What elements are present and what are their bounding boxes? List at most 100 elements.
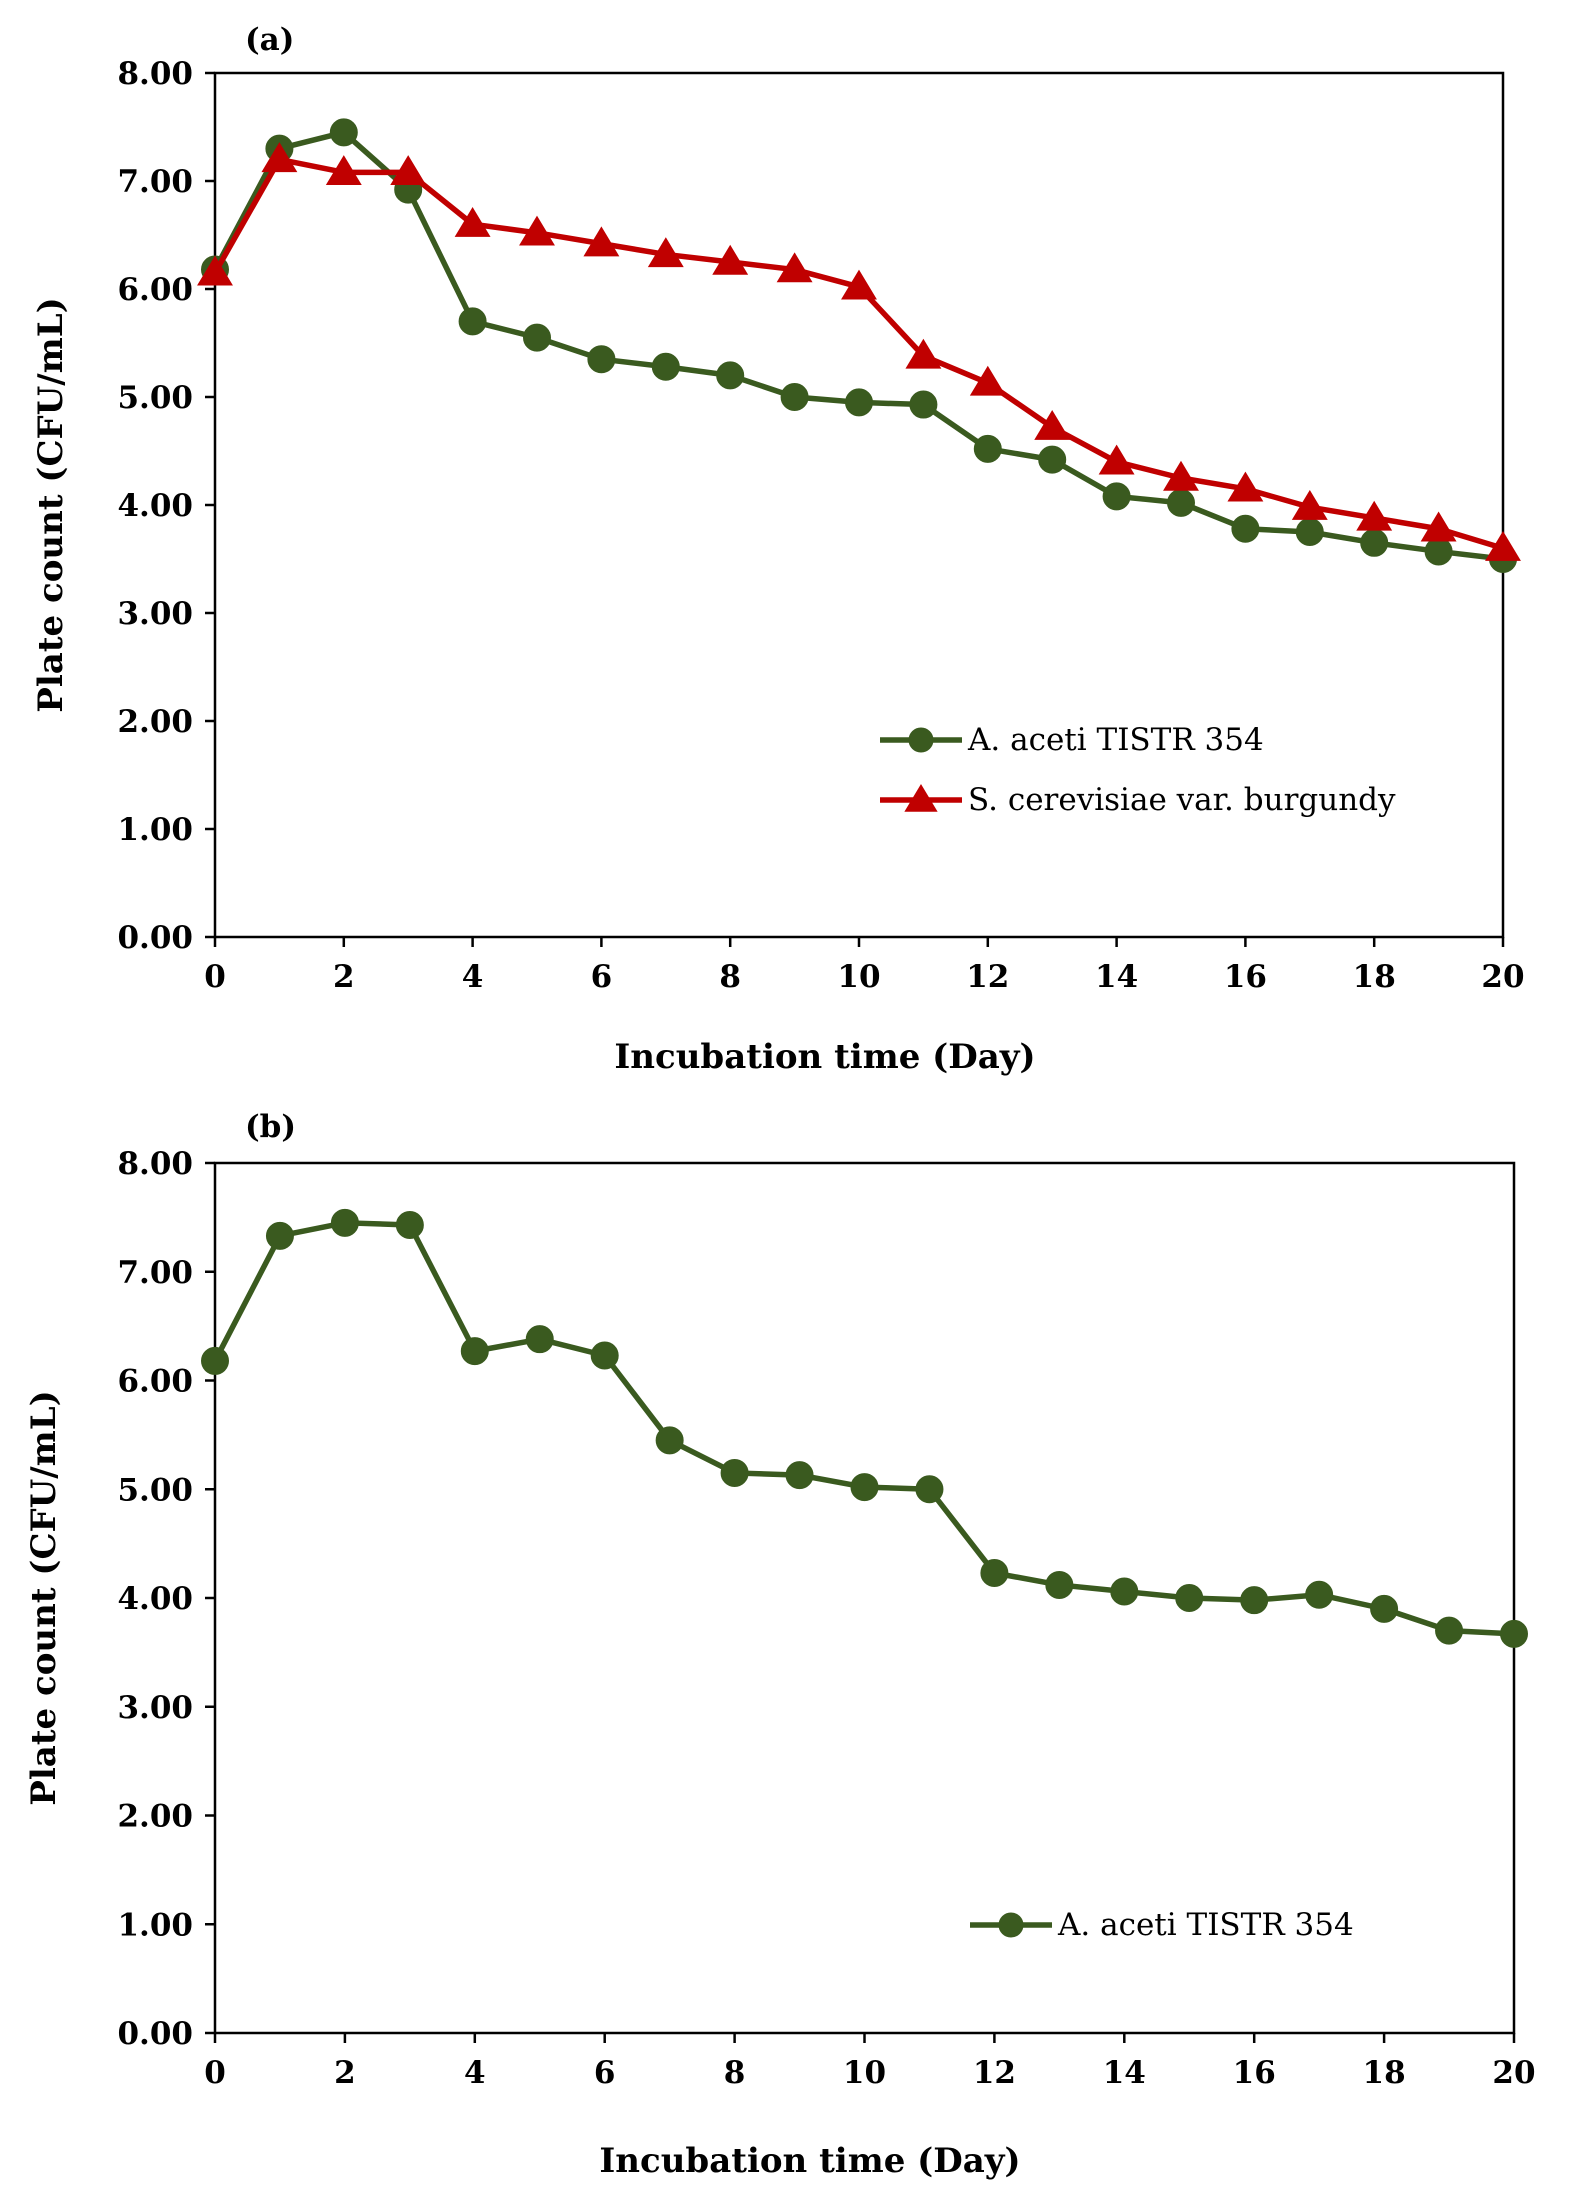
data-point xyxy=(845,388,873,417)
legend-label: A. aceti TISTR 354 xyxy=(967,722,1264,758)
y-tick-label: 5.00 xyxy=(117,380,193,416)
data-point xyxy=(325,155,362,186)
panel-label: (b) xyxy=(245,1109,296,1145)
data-point xyxy=(590,1341,619,1370)
data-point xyxy=(909,390,938,419)
data-point xyxy=(1420,511,1457,542)
y-tick-label: 8.00 xyxy=(117,1146,193,1182)
x-tick-label: 6 xyxy=(591,959,613,995)
x-tick-label: 4 xyxy=(464,2055,486,2091)
data-point xyxy=(454,206,491,237)
x-tick-label: 6 xyxy=(594,2055,616,2091)
y-tick-label: 1.00 xyxy=(117,1907,193,1943)
y-tick-label: 3.00 xyxy=(117,596,193,632)
series-s-cerevisiae-var-burgundy xyxy=(197,142,1521,561)
data-point xyxy=(973,434,1002,463)
x-tick-label: 2 xyxy=(333,959,355,995)
series-a-aceti-tistr-354 xyxy=(201,118,1517,573)
data-point xyxy=(841,269,877,300)
series-line xyxy=(212,1220,1515,1637)
data-point xyxy=(390,155,427,186)
data-point xyxy=(525,1325,554,1354)
data-point xyxy=(1305,1580,1334,1609)
x-tick-label: 12 xyxy=(966,959,1009,995)
x-tick-label: 20 xyxy=(1481,959,1524,995)
data-point xyxy=(519,215,555,246)
y-tick-label: 2.00 xyxy=(117,704,193,740)
data-point xyxy=(1240,1586,1269,1615)
y-tick-label: 4.00 xyxy=(117,488,193,524)
x-tick-label: 18 xyxy=(1353,959,1396,995)
data-point xyxy=(523,323,551,352)
legend-entry: A. aceti TISTR 354 xyxy=(970,1907,1354,1943)
legend-marker xyxy=(998,1912,1024,1938)
data-point xyxy=(1110,1577,1139,1606)
data-point xyxy=(1435,1616,1464,1645)
y-tick-label: 5.00 xyxy=(117,1472,193,1508)
data-point xyxy=(655,1426,684,1455)
data-point xyxy=(780,383,809,411)
y-tick-label: 7.00 xyxy=(117,164,193,200)
series-a-aceti-tistr-354 xyxy=(201,1208,1528,1648)
x-tick-label: 20 xyxy=(1492,2055,1535,2091)
data-point xyxy=(1370,1594,1399,1623)
data-point xyxy=(716,361,745,390)
data-point xyxy=(329,118,358,147)
data-point xyxy=(1045,1570,1074,1599)
data-point xyxy=(330,1208,359,1237)
data-point xyxy=(1163,460,1199,491)
data-point xyxy=(1356,500,1393,531)
y-axis-title: Plate count (CFU/mL) xyxy=(24,1390,64,1805)
data-point xyxy=(969,365,1006,396)
x-tick-label: 14 xyxy=(1095,959,1138,995)
data-point xyxy=(1098,444,1135,475)
data-point xyxy=(850,1473,879,1502)
data-point xyxy=(712,244,749,275)
data-point xyxy=(1167,488,1195,517)
y-tick-label: 7.00 xyxy=(117,1255,193,1291)
data-point xyxy=(1295,518,1324,546)
y-tick-label: 4.00 xyxy=(117,1581,193,1617)
y-tick-label: 6.00 xyxy=(117,272,193,308)
x-tick-label: 12 xyxy=(973,2055,1016,2091)
data-point xyxy=(1038,445,1067,474)
data-point xyxy=(647,237,684,268)
y-tick-label: 2.00 xyxy=(117,1799,193,1835)
y-tick-label: 3.00 xyxy=(117,1690,193,1726)
data-point xyxy=(587,345,616,374)
data-point xyxy=(1424,537,1453,566)
chart-panel-b: 0.00 1.00 2.00 3.00 4.00 5.00 6.00 7.00 8.00 0 2 4 6… xyxy=(24,1109,1536,2181)
data-point xyxy=(980,1558,1009,1587)
data-point xyxy=(1034,410,1071,440)
x-tick-label: 10 xyxy=(837,959,880,995)
data-point xyxy=(201,1346,229,1375)
y-tick-label: 6.00 xyxy=(117,1364,193,1400)
legend-entry: A. aceti TISTR 354 xyxy=(880,722,1264,758)
data-point xyxy=(905,338,942,369)
legend-label: A. aceti TISTR 354 xyxy=(1057,1907,1354,1943)
data-point xyxy=(197,255,233,286)
data-point xyxy=(1291,489,1328,520)
data-point xyxy=(1227,471,1264,502)
y-tick-label: 8.00 xyxy=(117,56,193,92)
data-point xyxy=(1231,514,1260,543)
data-point xyxy=(1500,1619,1528,1648)
y-tick-label: 0.00 xyxy=(117,920,193,956)
legend-label: S. cerevisiae var. burgundy xyxy=(968,782,1396,818)
legend-marker xyxy=(908,727,934,753)
data-point xyxy=(1102,482,1131,511)
data-point xyxy=(1485,530,1521,561)
data-point xyxy=(776,252,813,283)
x-tick-label: 0 xyxy=(204,959,226,995)
x-tick-label: 8 xyxy=(724,2055,746,2091)
x-tick-label: 14 xyxy=(1103,2055,1146,2091)
data-point xyxy=(915,1475,944,1504)
legend-entry: S. cerevisiae var. burgundy xyxy=(880,782,1396,818)
data-point xyxy=(265,1221,294,1250)
data-point xyxy=(395,1210,424,1239)
y-tick-label: 0.00 xyxy=(117,2016,193,2052)
x-tick-label: 8 xyxy=(719,959,741,995)
data-point xyxy=(458,307,487,336)
x-tick-label: 0 xyxy=(204,2055,226,2091)
x-tick-label: 18 xyxy=(1363,2055,1406,2091)
